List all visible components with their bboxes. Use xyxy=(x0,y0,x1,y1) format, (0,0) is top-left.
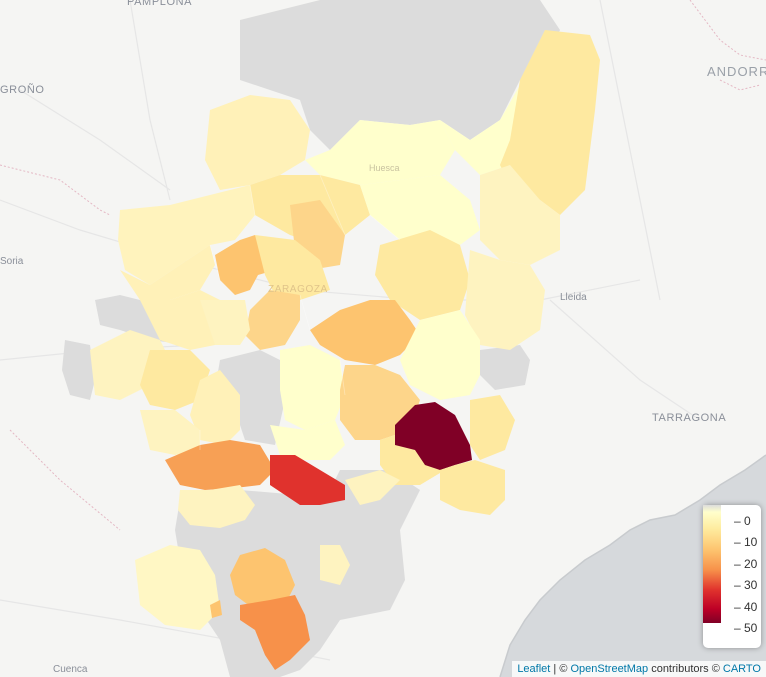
legend-tick-40: – 40 xyxy=(734,599,758,614)
city-label-logrono: GROÑO xyxy=(0,84,45,96)
region-no-data-east xyxy=(480,345,530,390)
region-daroca xyxy=(140,410,200,455)
legend-tick-50: – 50 xyxy=(734,621,758,636)
region-no-data-north xyxy=(240,0,560,150)
legend-tick-0: – 0 xyxy=(734,514,751,528)
leaflet-link[interactable]: Leaflet xyxy=(517,663,551,675)
osm-link[interactable]: OpenStreetMap xyxy=(570,663,649,675)
city-label-cuenca: Cuenca xyxy=(53,664,88,675)
region-jiloca-south xyxy=(178,485,255,528)
region-teruel xyxy=(230,548,295,610)
region-ribera-baja xyxy=(310,300,420,365)
region-campo-belchite xyxy=(280,345,345,430)
city-label-andorra: ANDORR xyxy=(707,64,766,79)
region-valdejalon xyxy=(200,300,250,345)
region-albarracin xyxy=(135,545,220,630)
region-bajo-aragon-south xyxy=(440,460,505,515)
region-cinca-medio xyxy=(465,250,545,350)
legend-tick-20: – 20 xyxy=(734,556,758,571)
region-monegros xyxy=(375,230,470,320)
map-attribution: Leaflet | © OpenStreetMap contributors ©… xyxy=(512,661,766,677)
region-no-data-west2 xyxy=(62,340,95,400)
region-alto-gallego xyxy=(305,120,455,185)
carto-link[interactable]: CARTO xyxy=(722,663,761,675)
region-no-data-mid xyxy=(215,350,285,445)
legend-tick-10: – 10 xyxy=(734,535,758,550)
mediterranean-sea xyxy=(500,455,766,677)
region-jiloca xyxy=(165,440,275,490)
region-huesca-center xyxy=(360,175,480,245)
legend-color-bar xyxy=(703,505,721,623)
city-label-lleida: Lleida xyxy=(560,292,587,303)
attribution-contributors: contributors © xyxy=(648,663,723,675)
region-zaragoza-core xyxy=(245,290,300,350)
coastline xyxy=(499,454,766,677)
region-bajo-cinca xyxy=(400,310,480,400)
region-small-orange xyxy=(210,600,222,618)
region-matarrana xyxy=(470,395,515,460)
region-somontano xyxy=(480,165,560,265)
region-jacetania xyxy=(205,95,310,190)
legend-tick-30: – 30 xyxy=(734,578,758,593)
city-label-soria: Soria xyxy=(0,256,24,267)
region-zaragoza-city xyxy=(255,235,330,300)
region-cuencas-mineras xyxy=(270,420,345,460)
city-label-huesca: Huesca xyxy=(369,163,400,173)
region-campo-carinena xyxy=(190,370,240,445)
region-maestrazgo-north xyxy=(345,470,400,505)
region-maestrazgo xyxy=(320,545,350,585)
attribution-separator: | © xyxy=(550,663,571,675)
city-label-pamplona: PAMPLONA xyxy=(127,0,193,8)
region-cinco-villas xyxy=(118,185,255,285)
city-label-tarragona: TARRAGONA xyxy=(652,412,727,424)
region-calatayud xyxy=(140,350,210,410)
region-gudar-javalambre xyxy=(240,595,310,670)
legend: – 0 – 10 – 20 – 30 – 40 – 50 xyxy=(703,505,761,648)
region-bajo-aragon xyxy=(395,402,472,470)
city-label-zaragoza: ZARAGOZA xyxy=(268,284,328,295)
region-tarazona xyxy=(120,245,215,300)
region-ribagorza xyxy=(500,30,600,215)
choropleth-regions xyxy=(90,30,600,670)
region-cuencas-red xyxy=(270,455,345,505)
